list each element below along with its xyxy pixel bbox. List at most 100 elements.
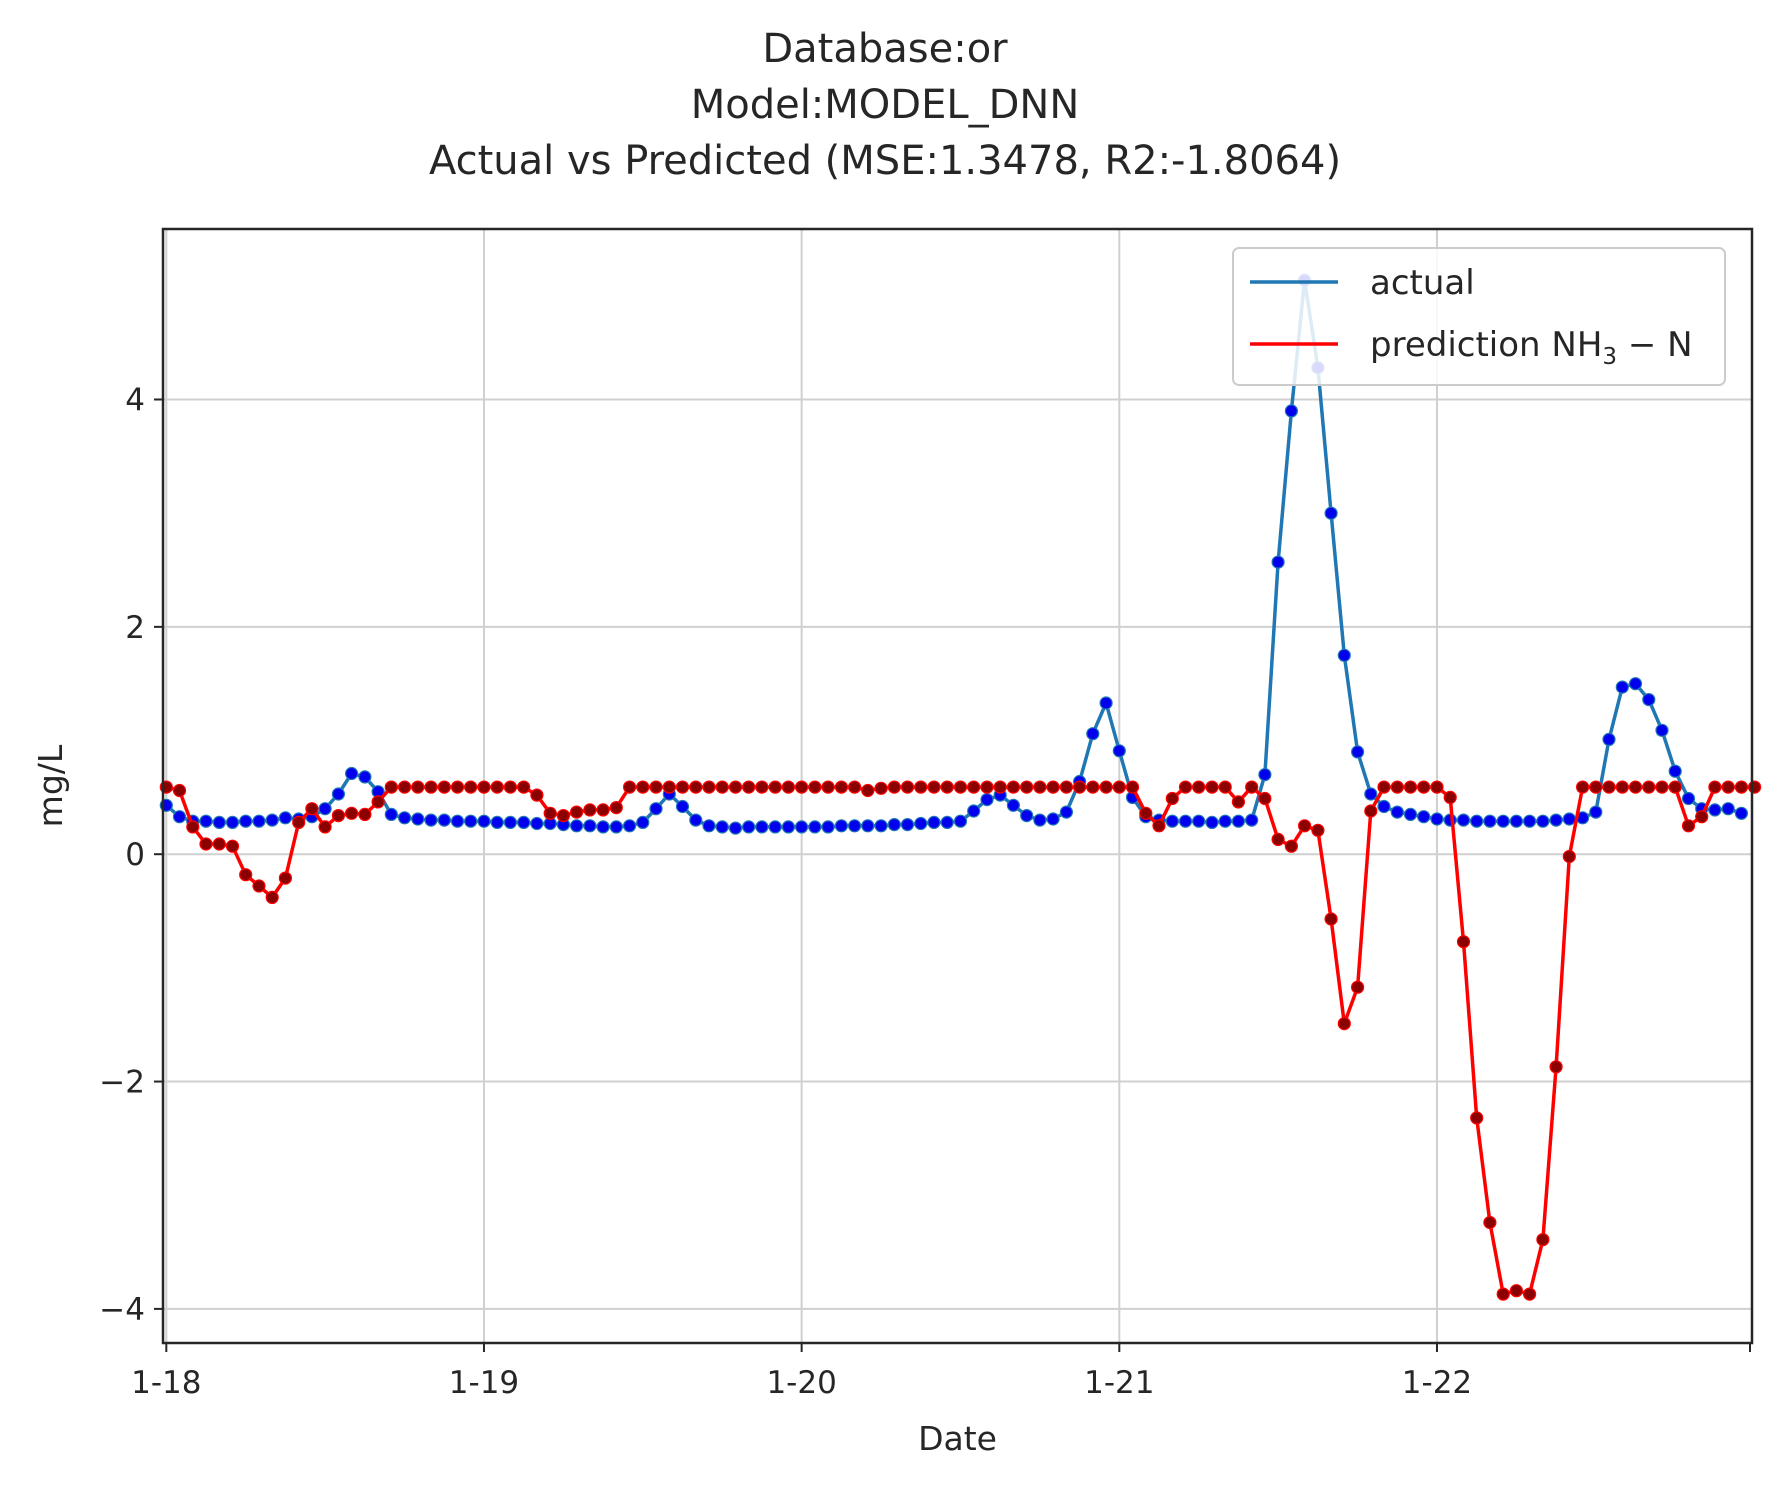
data-point	[1681, 819, 1696, 833]
data-point	[1152, 819, 1166, 833]
data-point	[517, 780, 531, 794]
data-point	[212, 815, 226, 830]
data-point	[1642, 692, 1656, 707]
data-point	[1218, 814, 1232, 828]
data-point	[1205, 780, 1219, 794]
data-point	[1456, 813, 1471, 827]
data-point	[490, 815, 504, 830]
data-point	[821, 820, 835, 834]
data-point	[967, 780, 981, 794]
data-point	[1271, 832, 1285, 847]
data-point	[1721, 802, 1735, 816]
legend-label-actual: actual	[1370, 263, 1475, 303]
data-point	[398, 811, 412, 825]
data-point	[1377, 799, 1391, 814]
data-point	[1681, 791, 1696, 806]
data-point	[517, 815, 531, 830]
data-point	[1602, 780, 1616, 794]
data-point	[1390, 805, 1404, 819]
data-point	[1297, 819, 1312, 833]
data-point	[252, 879, 266, 893]
data-point	[424, 813, 438, 827]
data-point	[1324, 912, 1338, 926]
series-actual	[159, 273, 1749, 835]
data-point	[794, 780, 809, 794]
data-point	[596, 820, 610, 834]
data-point	[1205, 815, 1219, 830]
data-point	[1165, 814, 1179, 828]
data-point	[1549, 1060, 1563, 1074]
data-point	[464, 780, 478, 794]
x-tick-label: 1-22	[1402, 1365, 1472, 1401]
data-point	[980, 792, 994, 807]
data-point	[1006, 780, 1021, 794]
data-point	[331, 787, 345, 801]
data-point	[345, 766, 359, 781]
data-point	[927, 780, 941, 794]
data-point	[464, 814, 478, 828]
data-point	[953, 814, 968, 828]
data-point	[1258, 791, 1272, 806]
data-point	[1602, 732, 1616, 747]
data-point	[1443, 790, 1457, 805]
x-tick-label: 1-20	[766, 1365, 836, 1401]
data-point	[675, 780, 690, 794]
data-point	[1337, 1016, 1351, 1031]
title-line-3: Actual vs Predicted (MSE:1.3478, R2:-1.8…	[429, 138, 1341, 184]
data-point	[781, 780, 796, 794]
data-point	[1165, 791, 1179, 806]
data-point	[967, 804, 981, 818]
data-point	[1430, 780, 1444, 794]
data-point	[1139, 806, 1153, 820]
data-point	[834, 780, 849, 794]
data-point	[1536, 1232, 1550, 1247]
data-point	[675, 799, 690, 814]
ticks: 1-18 1-19 1-20 1-21 1-22 −4 −2 0 2 4	[99, 383, 1751, 1401]
data-point	[411, 812, 425, 826]
data-point	[1483, 814, 1497, 828]
data-point	[861, 819, 875, 833]
data-point	[1350, 980, 1365, 994]
data-point	[993, 780, 1007, 794]
data-point	[371, 795, 385, 809]
data-point	[728, 821, 743, 835]
data-point	[530, 816, 544, 831]
data-point	[914, 780, 928, 794]
data-point	[622, 780, 637, 794]
data-point	[781, 820, 796, 834]
data-point	[1496, 814, 1510, 828]
data-point	[636, 780, 650, 794]
data-point	[172, 810, 187, 824]
data-point	[490, 780, 504, 794]
data-point	[199, 814, 213, 828]
data-point	[398, 780, 412, 794]
data-point	[702, 819, 716, 833]
data-point	[437, 780, 451, 794]
data-point	[940, 780, 954, 794]
data-point	[1086, 780, 1100, 794]
data-point	[1020, 808, 1034, 823]
data-point	[794, 820, 809, 834]
data-point	[636, 815, 650, 830]
data-point	[1417, 810, 1431, 824]
data-point	[1271, 555, 1285, 569]
data-point	[1033, 780, 1047, 794]
data-point	[821, 780, 835, 794]
data-point	[1284, 404, 1299, 418]
data-point	[847, 780, 862, 794]
x-axis-label: Date	[918, 1419, 997, 1458]
data-point	[715, 820, 729, 834]
legend-box	[1232, 247, 1726, 386]
data-point	[808, 780, 822, 794]
data-point	[755, 780, 769, 794]
data-point	[1311, 823, 1325, 837]
data-point	[1509, 1284, 1524, 1298]
data-point	[1417, 780, 1431, 794]
data-point	[1695, 810, 1709, 824]
data-point	[1562, 812, 1576, 826]
data-point	[1059, 780, 1074, 794]
data-point	[556, 808, 571, 823]
data-point	[358, 807, 372, 822]
data-point	[609, 820, 623, 834]
